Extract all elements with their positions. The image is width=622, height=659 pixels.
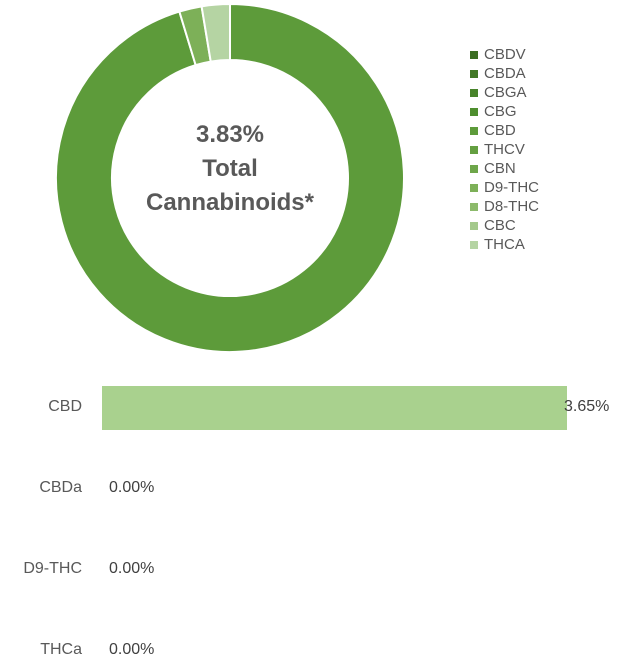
legend-swatch <box>470 50 478 59</box>
bar-category-label: THCa <box>40 641 82 658</box>
total-percent: 3.83% <box>195 121 265 148</box>
bar-chart: CBD 3.65% CBDa 0.00% D9-THC 0.00% THCa 0.00% <box>0 360 622 658</box>
legend-label: CBD <box>484 122 516 139</box>
legend-swatch <box>470 107 478 116</box>
legend-label: CBDV <box>484 46 526 63</box>
donut-slice-cbd <box>55 2 405 353</box>
legend-item-d8-thc: D8-THC <box>470 197 539 216</box>
legend-label: CBC <box>484 217 516 234</box>
legend-item-d9-thc: D9-THC <box>470 178 539 197</box>
legend-label: THCA <box>484 236 525 253</box>
legend-item-cbc: CBC <box>470 216 539 235</box>
bar-category-label: CBD <box>48 398 82 415</box>
legend-item-cbd: CBD <box>470 121 539 140</box>
total-word: Total <box>202 155 258 182</box>
donut-chart: 3.83% Total Cannabinoids* CBDV CBDA CBGA CB… <box>55 2 539 353</box>
legend-swatch <box>470 240 478 249</box>
donut-center-label: 3.83% Total Cannabinoids* <box>130 118 330 220</box>
legend-label: CBN <box>484 160 516 177</box>
donut-slice-thca <box>200 2 231 63</box>
legend-swatch <box>470 126 478 135</box>
legend-label: D8-THC <box>484 198 539 215</box>
bar-value-label: 0.00% <box>109 641 155 658</box>
cannabinoids-word: Cannabinoids* <box>145 189 314 216</box>
legend-item-cbn: CBN <box>470 159 539 178</box>
legend-swatch <box>470 88 478 97</box>
legend-item-cbga: CBGA <box>470 83 539 102</box>
bar-category-label: D9-THC <box>23 560 82 577</box>
legend-swatch <box>470 69 478 78</box>
donut-svg <box>55 2 405 353</box>
legend: CBDV CBDA CBGA CBG CBD THCV CBN D9-THC D8-THC CBC… <box>470 45 539 254</box>
legend-swatch <box>470 183 478 192</box>
legend-swatch <box>470 164 478 173</box>
legend-item-cbda: CBDA <box>470 64 539 83</box>
legend-item-cbg: CBG <box>470 102 539 121</box>
legend-label: THCV <box>484 141 525 158</box>
legend-swatch <box>470 145 478 154</box>
legend-item-thca: THCA <box>470 235 539 254</box>
legend-item-cbdv: CBDV <box>470 45 539 64</box>
legend-label: CBGA <box>484 84 527 101</box>
bar-value-label: 3.65% <box>564 398 610 415</box>
bar-cbd <box>102 386 567 430</box>
legend-swatch <box>470 202 478 211</box>
bar-value-label: 0.00% <box>109 560 155 577</box>
bar-value-label: 0.00% <box>109 479 155 496</box>
legend-label: CBG <box>484 103 517 120</box>
legend-item-thcv: THCV <box>470 140 539 159</box>
legend-label: D9-THC <box>484 179 539 196</box>
legend-label: CBDA <box>484 65 526 82</box>
bar-category-label: CBDa <box>39 479 82 496</box>
legend-swatch <box>470 221 478 230</box>
